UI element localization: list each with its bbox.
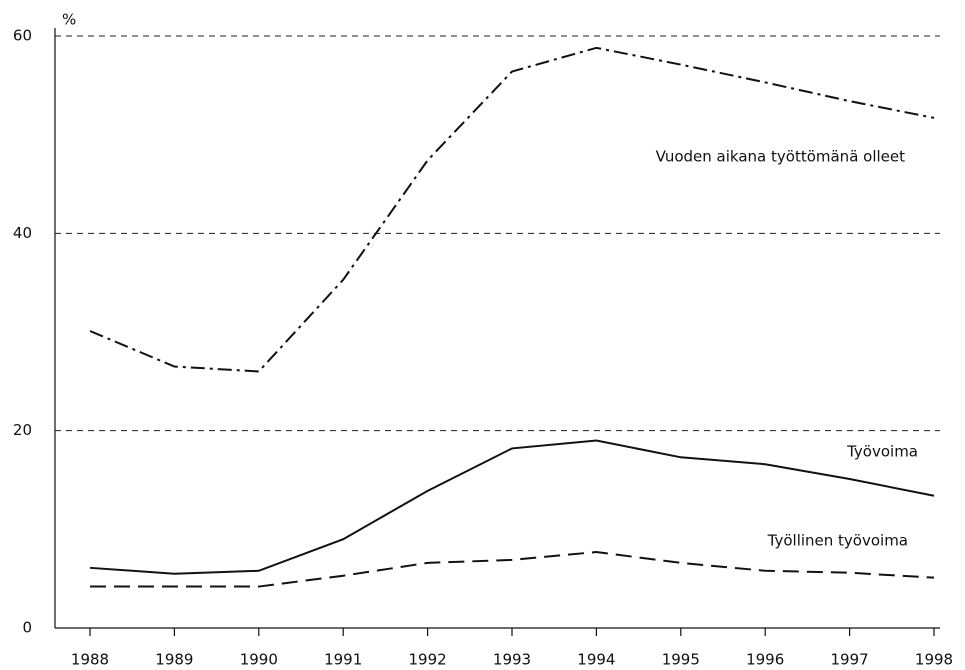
series-label: Työvoima xyxy=(846,443,918,461)
y-tick-label: 60 xyxy=(13,27,32,45)
series-line xyxy=(89,439,935,575)
series-label: Työllinen työvoima xyxy=(767,532,908,550)
x-tick-label: 1989 xyxy=(155,651,193,669)
y-tick-label: 20 xyxy=(13,421,32,439)
x-tick-label: 1993 xyxy=(493,651,531,669)
y-axis-label: % xyxy=(62,11,76,29)
series-line xyxy=(90,551,935,588)
x-tick-label: 1994 xyxy=(577,651,615,669)
x-tick-label: 1995 xyxy=(662,651,700,669)
x-tick-label: 1996 xyxy=(746,651,784,669)
x-tick-label: 1988 xyxy=(71,651,109,669)
y-tick-label: 40 xyxy=(13,224,32,242)
x-tick-label: 1990 xyxy=(240,651,278,669)
y-tick-label: 0 xyxy=(22,619,32,637)
x-tick-label: 1998 xyxy=(915,651,953,669)
x-tick-label: 1992 xyxy=(409,651,447,669)
x-tick-label: 1997 xyxy=(831,651,869,669)
x-tick-label: 1991 xyxy=(324,651,362,669)
series-line xyxy=(89,46,935,373)
series-label: Vuoden aikana työttömänä olleet xyxy=(656,148,906,166)
